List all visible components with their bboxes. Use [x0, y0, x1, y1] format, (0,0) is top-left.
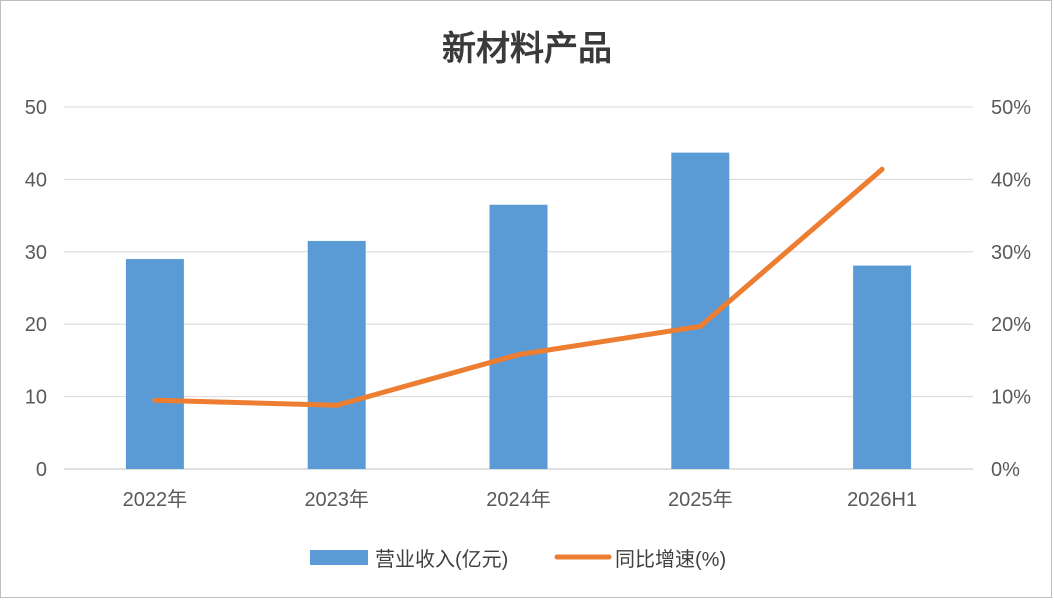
y-left-tick-label: 40 [25, 169, 47, 191]
y-left-tick-label: 30 [25, 242, 47, 264]
x-category-label: 2026H1 [847, 489, 917, 511]
y-right-tick-label: 0% [991, 459, 1020, 481]
y-right-tick-label: 10% [991, 387, 1031, 409]
x-category-label: 2024年 [486, 488, 551, 511]
bar [853, 265, 912, 469]
x-category-label: 2025年 [668, 488, 733, 511]
legend: 营业收入(亿元) 同比增速(%) [310, 548, 726, 571]
bar [489, 204, 548, 470]
bar-series [125, 152, 912, 470]
y-right-tick-label: 40% [991, 169, 1031, 191]
y-left-tick-label: 20 [25, 314, 47, 336]
y-left-tick-label: 0 [36, 459, 47, 481]
y-right-tick-label: 50% [991, 97, 1031, 119]
legend-bar-label: 营业收入(亿元) [375, 548, 508, 571]
left-axis: 0 10 20 30 40 50 [25, 97, 47, 481]
y-right-tick-label: 30% [991, 242, 1031, 264]
legend-line-label: 同比增速(%) [615, 548, 726, 571]
y-left-tick-label: 10 [25, 387, 47, 409]
growth-line [152, 166, 885, 408]
y-right-tick-label: 20% [991, 314, 1031, 336]
x-category-label: 2022年 [123, 488, 188, 511]
right-axis: 0% 10% 20% 30% 40% 50% [991, 97, 1031, 481]
bar [125, 259, 184, 469]
bar [307, 240, 366, 469]
x-axis: 2022年 2023年 2024年 2025年 2026H1 [123, 488, 917, 511]
x-category-label: 2023年 [304, 488, 369, 511]
chart-title: 新材料产品 [442, 29, 612, 69]
y-left-tick-label: 50 [25, 97, 47, 119]
legend-bar-swatch [310, 550, 368, 565]
